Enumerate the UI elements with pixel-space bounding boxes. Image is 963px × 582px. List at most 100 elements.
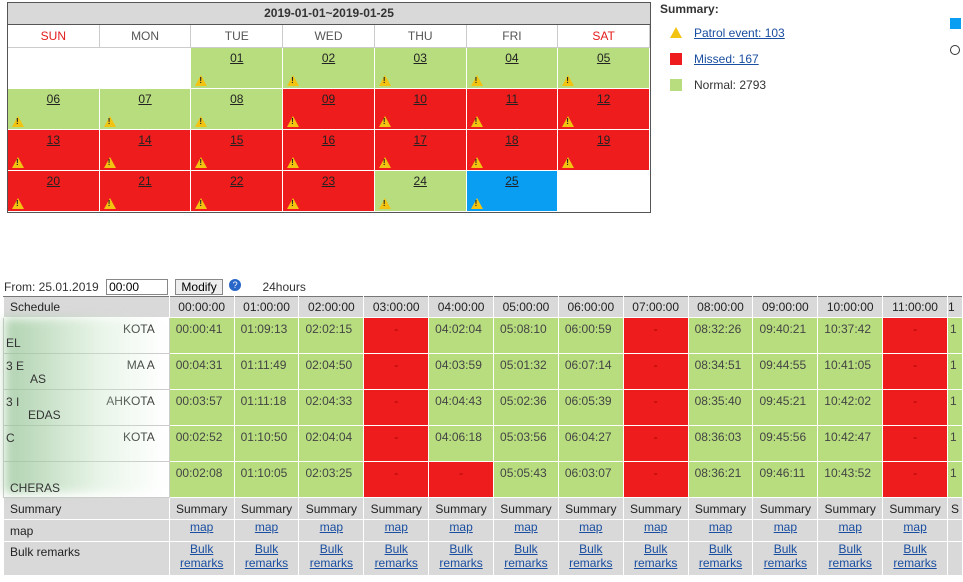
bulk-link-line[interactable]: remarks [374,556,418,570]
summary-link[interactable]: Summary [168,497,235,520]
bulk-remarks-link[interactable]: Bulk remarks [687,541,754,576]
calendar-day[interactable]: 20 [8,171,100,212]
day-number-link[interactable]: 01 [230,51,244,65]
calendar-day[interactable]: 18 [466,130,559,171]
calendar-day[interactable]: 16 [283,130,375,171]
day-number-link[interactable]: 19 [596,133,611,147]
calendar-day[interactable]: 02 [283,48,375,89]
summary-link[interactable]: Summary [428,497,495,520]
day-number-link[interactable]: 25 [505,174,519,188]
bulk-link-line[interactable]: Bulk [579,542,603,556]
bulk-link-line[interactable]: Bulk [189,542,214,556]
day-number-link[interactable]: 08 [230,92,244,106]
missed-link[interactable]: Missed: 167 [694,52,759,66]
summary-link[interactable]: Summary [363,497,430,520]
bulk-remarks-link[interactable]: Bulk remarks [168,541,235,576]
bulk-link-line[interactable]: remarks [244,556,289,570]
bulk-link-line[interactable]: remarks [893,556,937,570]
summary-link[interactable]: Summary [752,497,819,520]
summary-link[interactable]: Summary [622,497,689,520]
summary-link[interactable]: Summary [557,497,624,520]
day-number-link[interactable]: 12 [596,92,611,106]
map-link[interactable]: map [233,519,300,542]
bulk-link-line[interactable]: remarks [179,556,224,570]
summary-link[interactable]: Summary [882,497,948,520]
calendar-day[interactable]: 06 [8,89,100,130]
day-number-link[interactable]: 05 [596,51,611,65]
bulk-link-line[interactable]: Bulk [838,542,862,556]
day-number-link[interactable]: 23 [321,174,336,188]
day-number-link[interactable]: 17 [413,133,427,147]
bulk-remarks-link[interactable]: Bulk remarks [233,541,300,576]
bulk-link-line[interactable]: Bulk [708,542,733,556]
map-link[interactable]: map [298,519,365,542]
calendar-day[interactable]: 05 [558,48,650,89]
day-number-link[interactable]: 15 [230,133,244,147]
day-number-link[interactable]: 03 [413,51,427,65]
calendar-day[interactable]: 03 [374,48,467,89]
bulk-link-line[interactable]: remarks [439,556,483,570]
calendar-day[interactable]: 23 [283,171,375,212]
summary-link[interactable]: Summary [687,497,754,520]
map-link[interactable]: map [168,519,235,542]
day-number-link[interactable]: 22 [230,174,244,188]
bulk-link-line[interactable]: Bulk [903,542,927,556]
calendar-day[interactable]: 22 [191,171,284,212]
map-link[interactable]: map [817,519,884,542]
day-number-link[interactable]: 07 [138,92,152,106]
calendar-day[interactable]: 07 [99,89,192,130]
bulk-remarks-link[interactable]: Bulk remarks [298,541,365,576]
bulk-link-line[interactable]: Bulk [643,542,668,556]
start-time-input[interactable] [106,279,169,295]
calendar-day[interactable]: 10 [374,89,467,130]
day-number-link[interactable]: 16 [321,133,336,147]
calendar-day[interactable]: 01 [191,48,284,89]
calendar-day[interactable]: 25 [466,171,559,212]
calendar-day[interactable]: 14 [99,130,192,171]
bulk-link-line[interactable]: remarks [309,556,354,570]
bulk-remarks-link[interactable]: Bulk remarks [493,541,559,576]
day-number-link[interactable]: 18 [505,133,519,147]
bulk-remarks-link[interactable]: Bulk remarks [882,541,948,576]
calendar-day[interactable]: 13 [8,130,100,171]
calendar-day[interactable]: 08 [191,89,284,130]
day-number-link[interactable]: 21 [138,174,152,188]
bulk-remarks-link[interactable]: Bulk remarks [817,541,884,576]
day-number-link[interactable]: 20 [46,174,61,188]
calendar-day[interactable]: 11 [466,89,559,130]
summary-link[interactable]: Summary [298,497,365,520]
calendar-day[interactable]: 17 [374,130,467,171]
bulk-link-line[interactable]: Bulk [384,542,408,556]
bulk-link-line[interactable]: remarks [569,556,613,570]
day-number-link[interactable]: 04 [505,51,519,65]
map-link[interactable]: map [557,519,624,542]
day-number-link[interactable]: 13 [46,133,61,147]
bulk-link-line[interactable]: Bulk [449,542,473,556]
day-number-link[interactable]: 10 [413,92,427,106]
bulk-link-line[interactable]: Bulk [514,542,538,556]
map-link[interactable]: map [363,519,430,542]
day-number-link[interactable]: 11 [505,92,519,106]
help-icon[interactable]: ? [229,279,242,291]
calendar-day[interactable]: 12 [558,89,650,130]
map-link[interactable]: map [493,519,559,542]
calendar-day[interactable]: 24 [374,171,467,212]
map-link[interactable]: map [622,519,689,542]
day-number-link[interactable]: 02 [321,51,336,65]
summary-link[interactable]: Summary [817,497,884,520]
modify-button[interactable]: Modify [175,279,223,295]
bulk-link-line[interactable]: Bulk [319,542,344,556]
bulk-remarks-link[interactable]: Bulk remarks [428,541,495,576]
day-number-link[interactable]: 06 [46,92,61,106]
bulk-link-line[interactable]: remarks [698,556,743,570]
bulk-link-line[interactable]: remarks [763,556,808,570]
patrol-event-link[interactable]: Patrol event: 103 [694,26,785,40]
bulk-link-line[interactable]: Bulk [254,542,279,556]
summary-link[interactable]: Summary [233,497,300,520]
bulk-link-line[interactable]: remarks [504,556,548,570]
bulk-link-line[interactable]: remarks [633,556,678,570]
map-link[interactable]: map [752,519,819,542]
day-number-link[interactable]: 14 [138,133,152,147]
bulk-remarks-link[interactable]: Bulk remarks [752,541,819,576]
bulk-remarks-link[interactable]: Bulk remarks [363,541,430,576]
